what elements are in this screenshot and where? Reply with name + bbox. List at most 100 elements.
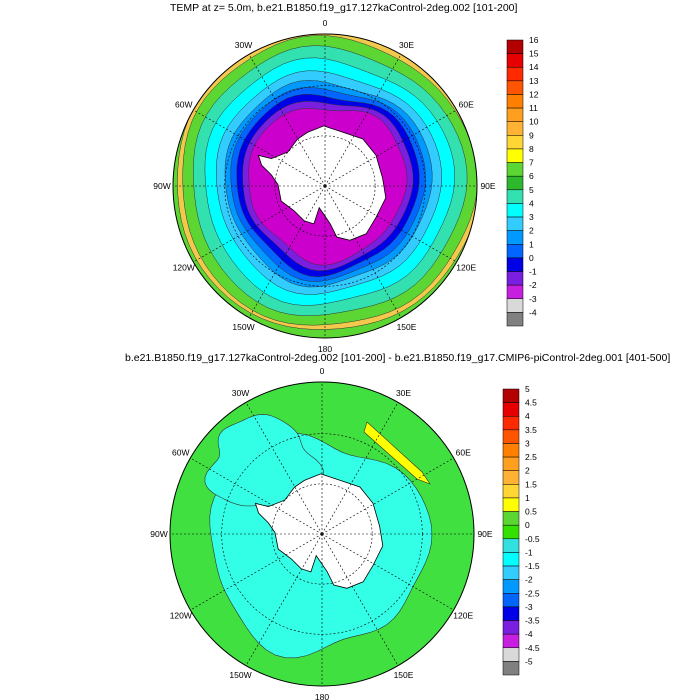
colorbar-swatch — [502, 415, 520, 431]
colorbar-label: 6 — [529, 171, 534, 181]
colorbar-label: -1 — [529, 267, 537, 277]
colorbar-swatch — [506, 135, 524, 150]
longitude-label: 0 — [323, 18, 328, 28]
meridian-line — [324, 109, 457, 187]
colorbar-label: 7 — [529, 158, 534, 168]
colorbar-swatch — [502, 497, 520, 512]
meridian-line — [321, 402, 399, 535]
colorbar-swatch — [506, 53, 524, 68]
colorbar-label: 14 — [529, 62, 539, 72]
colorbar-swatch — [506, 216, 524, 231]
longitude-label: 150W — [229, 670, 251, 680]
colorbar-label: 4.5 — [525, 398, 537, 408]
colorbar-label: 4 — [529, 198, 534, 208]
latitude-circle — [271, 483, 373, 585]
longitude-label: 60W — [172, 448, 189, 458]
colorbar-label: 5 — [525, 384, 530, 394]
colorbar-swatch — [502, 552, 520, 567]
colorbar-label: -3.5 — [525, 616, 540, 626]
colorbar-label: 4 — [525, 411, 530, 421]
colorbar-swatch — [506, 284, 524, 300]
colorbar-label: -4.5 — [525, 643, 540, 653]
colorbar-swatch — [502, 633, 520, 649]
longitude-label: 30E — [399, 40, 414, 50]
meridian-line — [324, 185, 402, 318]
longitude-label: 30E — [396, 388, 411, 398]
panel-2: 0 30E 60E 90E 120E 150E 180 150W 120W 90W 60W 30W 5 4… — [150, 366, 540, 700]
colorbar-swatch — [502, 593, 520, 608]
colorbar-label: 8 — [529, 144, 534, 154]
colorbar-swatch — [506, 189, 524, 204]
longitude-label: 60W — [175, 100, 192, 110]
longitude-label: 60E — [456, 448, 471, 458]
colorbar-label: 16 — [529, 35, 539, 45]
field-layer — [170, 382, 474, 686]
colorbar-swatch — [506, 271, 524, 286]
colorbar-swatch — [502, 429, 520, 444]
panel-1-title: TEMP at z= 5.0m, b.e21.B1850.f19_g17.127… — [170, 2, 518, 14]
longitude-label: 120W — [173, 263, 195, 273]
colorbar-swatch — [506, 312, 524, 327]
colorbar-label: 5 — [529, 185, 534, 195]
colorbar-label: 9 — [529, 130, 534, 140]
colorbar-label: 0 — [529, 253, 534, 263]
colorbar-swatch — [506, 162, 524, 177]
colorbar-swatch — [506, 94, 524, 109]
panel-2-title: b.e21.B1850.f19_g17.127kaControl-2deg.00… — [125, 352, 671, 364]
longitude-label: 180 — [318, 344, 332, 354]
colorbar-label: 1 — [529, 239, 534, 249]
colorbar-swatch — [502, 565, 520, 580]
longitude-label: 90E — [480, 181, 495, 191]
meridian-line — [193, 109, 326, 187]
longitude-label: 150W — [232, 322, 254, 332]
field-layer — [173, 34, 477, 338]
colorbar-swatch — [502, 647, 520, 662]
longitude-label: 90W — [150, 529, 167, 539]
colorbar-swatch — [506, 244, 524, 259]
colorbar-label: 0.5 — [525, 507, 537, 517]
colorbar-label: 1 — [525, 493, 530, 503]
colorbar-label: 3 — [529, 212, 534, 222]
meridian-line — [245, 402, 323, 535]
colorbar-swatch — [506, 80, 524, 95]
latitude-circle — [274, 135, 376, 237]
colorbar-label: 12 — [529, 90, 539, 100]
meridian-line — [321, 533, 399, 666]
antarctica-landmass — [254, 473, 384, 589]
colorbar-swatch — [506, 257, 524, 272]
colorbar-swatch — [502, 620, 520, 635]
meridian-line — [190, 533, 323, 611]
colorbar-swatch — [502, 524, 520, 540]
colorbar-swatch — [502, 484, 520, 499]
longitude-label: 120E — [453, 611, 473, 621]
colorbar-swatch — [506, 39, 524, 54]
colorbar-label: -2.5 — [525, 588, 540, 598]
colorbar-swatch — [506, 66, 524, 82]
meridian-line — [324, 185, 457, 263]
longitude-label: 90E — [477, 529, 492, 539]
longitude-label: 150E — [397, 322, 417, 332]
colorbar-label: 15 — [529, 49, 539, 59]
longitude-label: 120W — [170, 611, 192, 621]
colorbar-label: -4 — [525, 629, 533, 639]
colorbar-label: -1.5 — [525, 561, 540, 571]
colorbar-label: 1.5 — [525, 479, 537, 489]
colorbar-label: -2 — [525, 575, 533, 585]
colorbar-swatch — [502, 579, 520, 594]
colorbar-swatch — [506, 121, 524, 136]
colorbar-label: 3.5 — [525, 425, 537, 435]
colorbar-swatch — [502, 470, 520, 485]
colorbar-label: -3 — [529, 294, 537, 304]
colorbar-label: -2 — [529, 280, 537, 290]
colorbar-swatch — [506, 148, 524, 163]
longitude-label: 180 — [315, 692, 329, 700]
longitude-label: 30W — [235, 40, 252, 50]
colorbar-swatch — [506, 175, 524, 191]
colorbar: 5 4.5 4 3.5 3 2.5 2 1.5 1 0.5 0 -0.5 -1 -1.5 -2 -2.5 -3 -… — [502, 384, 540, 676]
meridian-line — [193, 185, 326, 263]
longitude-label: 120E — [456, 263, 476, 273]
colorbar-swatch — [502, 511, 520, 526]
meridian-line — [245, 533, 323, 666]
